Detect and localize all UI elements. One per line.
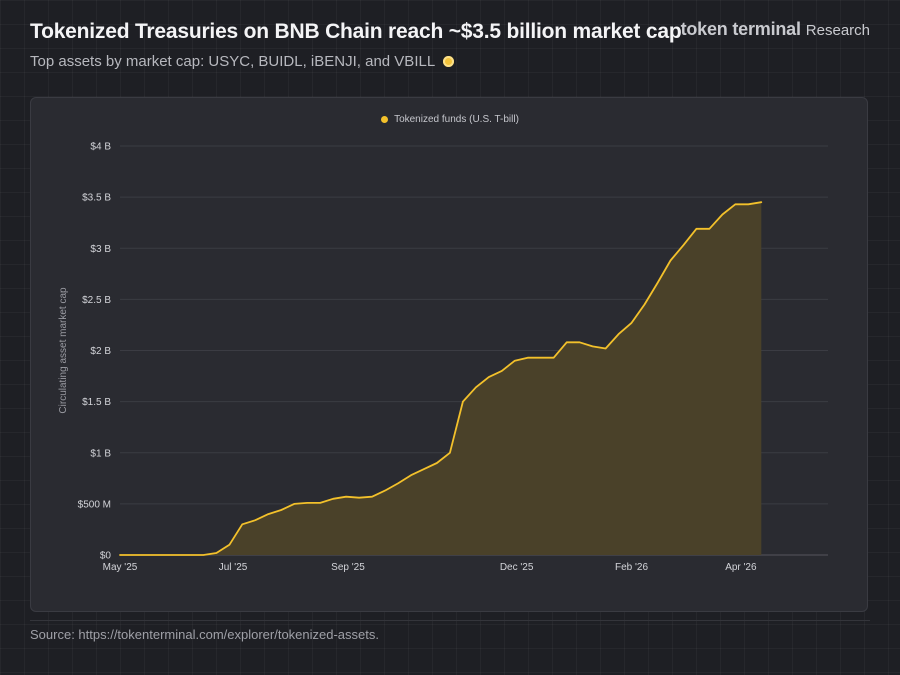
legend-label: Tokenized funds (U.S. T-bill): [394, 114, 519, 125]
chart-subtitle: Top assets by market cap: USYC, BUIDL, i…: [30, 53, 455, 70]
brand-sub: Research: [805, 22, 870, 39]
coin-icon: [443, 56, 455, 67]
y-tick-label: $3 B: [90, 244, 111, 255]
chart-title: Tokenized Treasuries on BNB Chain reach …: [30, 20, 682, 43]
y-tick-label: $0: [100, 551, 112, 562]
legend-dot: [381, 116, 389, 123]
source-text: Source: https://tokenterminal.com/explor…: [30, 627, 379, 642]
x-tick-label: Jul '25: [219, 562, 248, 573]
legend: Tokenized funds (U.S. T-bill): [0, 114, 900, 125]
y-tick-label: $1 B: [90, 448, 111, 459]
y-tick-label: $2 B: [90, 346, 111, 357]
footer-divider: [30, 620, 870, 621]
x-tick-label: Feb '26: [615, 562, 648, 573]
x-tick-label: Sep '25: [331, 562, 365, 573]
brand-name: token terminal: [680, 19, 801, 39]
y-tick-label: $2.5 B: [82, 295, 111, 306]
y-tick-label: $4 B: [90, 142, 111, 153]
series-area: [120, 202, 762, 555]
y-axis-title: Circulating asset market cap: [58, 287, 69, 414]
x-tick-label: Apr '26: [725, 562, 757, 573]
y-tick-label: $1.5 B: [82, 397, 111, 408]
brand-logo: token terminal Research: [681, 19, 870, 40]
x-tick-label: Dec '25: [500, 562, 534, 573]
subtitle-text: Top assets by market cap: USYC, BUIDL, i…: [30, 53, 436, 70]
y-tick-label: $3.5 B: [82, 193, 111, 204]
x-tick-label: May '25: [103, 562, 138, 573]
series-line: [119, 201, 763, 556]
y-tick-label: $500 M: [78, 499, 111, 510]
